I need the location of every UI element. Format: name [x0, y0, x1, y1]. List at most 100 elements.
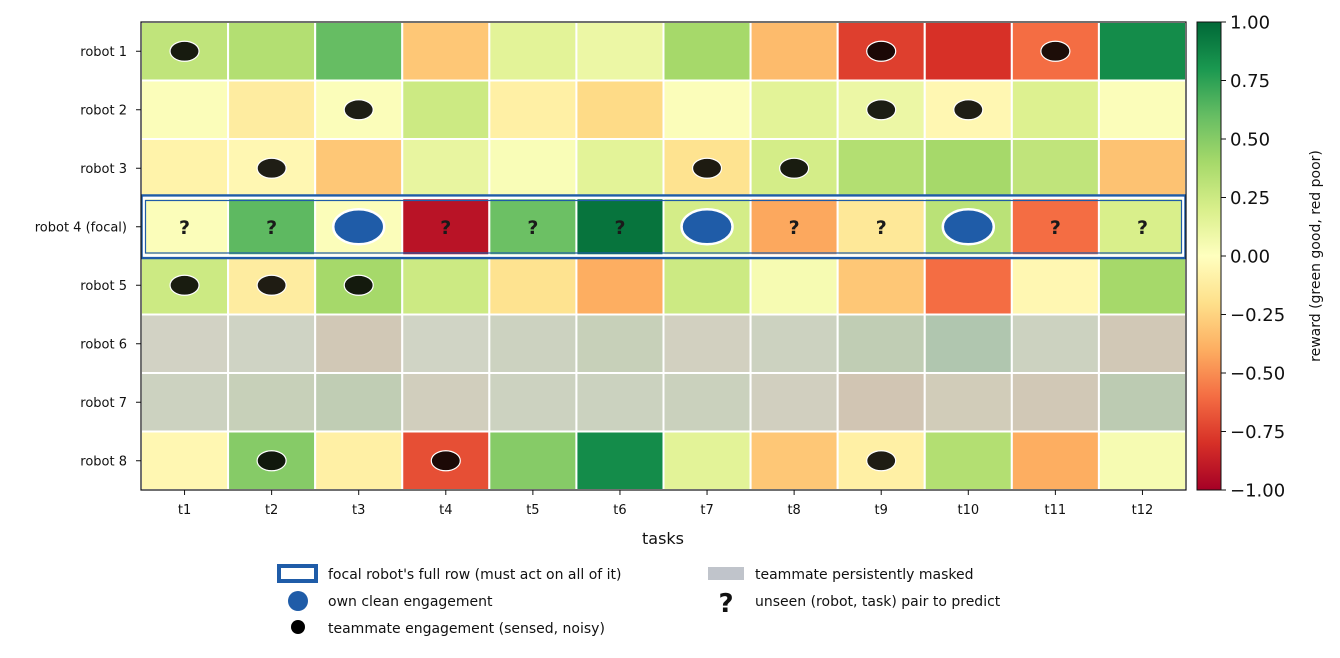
colorbar-title: reward (green good, red poor): [1308, 150, 1324, 362]
colorbar-tick-label: 0.00: [1230, 247, 1270, 268]
heatmap-cell: [140, 313, 230, 374]
heatmap-cell: [140, 430, 230, 491]
x-tick-label: t11: [1045, 503, 1067, 518]
y-tick-label: robot 7: [80, 396, 127, 411]
heatmap-cell: [488, 138, 578, 199]
heatmap-cell: [488, 313, 578, 374]
legend-own-label: own clean engagement: [328, 594, 493, 610]
legend-masked-swatch: [708, 567, 744, 580]
heatmap-cell: [401, 372, 491, 433]
colorbar-tick-label: −1.00: [1230, 481, 1285, 502]
heatmap-cell: [662, 430, 752, 491]
x-tick-label: t10: [957, 503, 979, 518]
heatmap-cell: [923, 79, 1013, 140]
heatmap-cell: [314, 430, 404, 491]
x-tick-label: t3: [352, 503, 365, 518]
y-tick-label: robot 8: [80, 454, 127, 469]
heatmap-cell: [1010, 430, 1100, 491]
heatmap-cell: [923, 313, 1013, 374]
colorbar-tick-label: 0.75: [1230, 71, 1270, 92]
teammate-engagement-marker: [430, 450, 461, 472]
teammate-engagement-marker: [256, 157, 287, 179]
heatmap-cell: [923, 430, 1013, 491]
unseen-pair-marker: ?: [440, 217, 451, 239]
teammate-engagement-marker: [779, 157, 810, 179]
heatmap-cell: [575, 313, 665, 374]
teammate-engagement-marker: [866, 450, 897, 472]
teammate-engagement-marker: [866, 40, 897, 62]
heatmap-cell: [923, 255, 1013, 316]
colorbar: [1196, 21, 1222, 491]
heatmap-cell: [401, 21, 491, 82]
x-tick-label: t2: [265, 503, 278, 518]
colorbar-tick-label: 1.00: [1230, 13, 1270, 34]
heatmap-cell: [314, 21, 404, 82]
own-engagement-marker: [331, 208, 386, 246]
heatmap-cell: [1097, 79, 1187, 140]
teammate-engagement-marker: [1040, 40, 1071, 62]
x-tick-label: t12: [1132, 503, 1154, 518]
heatmap-cell: [314, 372, 404, 433]
own-engagement-marker: [941, 208, 996, 246]
heatmap-cell: [314, 313, 404, 374]
legend-focal-swatch: [277, 564, 318, 583]
x-axis-title: tasks: [642, 529, 684, 548]
unseen-pair-marker: ?: [614, 217, 625, 239]
heatmap-cell: [662, 255, 752, 316]
legend-focal-label: focal robot's full row (must act on all …: [328, 567, 622, 583]
unseen-pair-marker: ?: [266, 217, 277, 239]
heatmap-cell: [1097, 138, 1187, 199]
unseen-pair-marker: ?: [179, 217, 190, 239]
heatmap-cell: [836, 372, 926, 433]
heatmap-cell: [1097, 313, 1187, 374]
heatmap-cell: [749, 372, 839, 433]
heatmap-cell: [923, 138, 1013, 199]
colorbar-tick-label: −0.50: [1230, 364, 1285, 385]
heatmap-cell: [923, 372, 1013, 433]
teammate-engagement-marker: [169, 274, 200, 296]
legend-teammate-marker: [291, 620, 305, 634]
heatmap-cell: [1010, 79, 1100, 140]
legend-unseen-symbol: ?: [718, 589, 733, 619]
y-tick-label: robot 6: [80, 337, 127, 352]
y-tick-label: robot 3: [80, 162, 127, 177]
unseen-pair-marker: ?: [789, 217, 800, 239]
heatmap-cell: [836, 138, 926, 199]
heatmap-cell: [749, 79, 839, 140]
heatmap-cell: [1010, 372, 1100, 433]
heatmap-cell: [140, 79, 230, 140]
x-tick-label: t9: [875, 503, 888, 518]
heatmap-cell: [488, 21, 578, 82]
heatmap-cell: [1010, 313, 1100, 374]
focal-row-inner-border: [144, 199, 1183, 254]
engagement-markers: ?????????: [169, 40, 1148, 472]
heatmap-cell: [836, 255, 926, 316]
y-tick-label: robot 5: [80, 279, 127, 294]
teammate-engagement-marker: [343, 99, 374, 121]
heatmap-cell: [662, 79, 752, 140]
y-tick-label: robot 1: [80, 45, 127, 60]
x-tick-label: t8: [787, 503, 800, 518]
x-tick-label: t5: [526, 503, 539, 518]
heatmap-cell: [575, 79, 665, 140]
focal-row-outer-border: [140, 194, 1187, 260]
heatmap-cell: [575, 138, 665, 199]
heatmap-cell: [575, 21, 665, 82]
heatmap-cell: [662, 313, 752, 374]
colorbar-ticks: 1.00 0.75 0.50 0.25 0.00 −0.25 −0.50 −0.75 −1.00: [1221, 13, 1285, 502]
unseen-pair-marker: ?: [527, 217, 538, 239]
x-tick-label: t6: [613, 503, 626, 518]
heatmap-cell: [1010, 255, 1100, 316]
heatmap-cell: [575, 255, 665, 316]
heatmap-cell: [401, 138, 491, 199]
heatmap-cell: [1010, 138, 1100, 199]
heatmap-cell: [227, 313, 317, 374]
heatmap-cell: [749, 21, 839, 82]
x-tick-label: t7: [700, 503, 713, 518]
y-tick-label: robot 2: [80, 103, 127, 118]
teammate-engagement-marker: [256, 274, 287, 296]
heatmap-cell: [836, 313, 926, 374]
colorbar-tick-label: −0.75: [1230, 422, 1285, 443]
legend-own-marker: [288, 591, 308, 611]
